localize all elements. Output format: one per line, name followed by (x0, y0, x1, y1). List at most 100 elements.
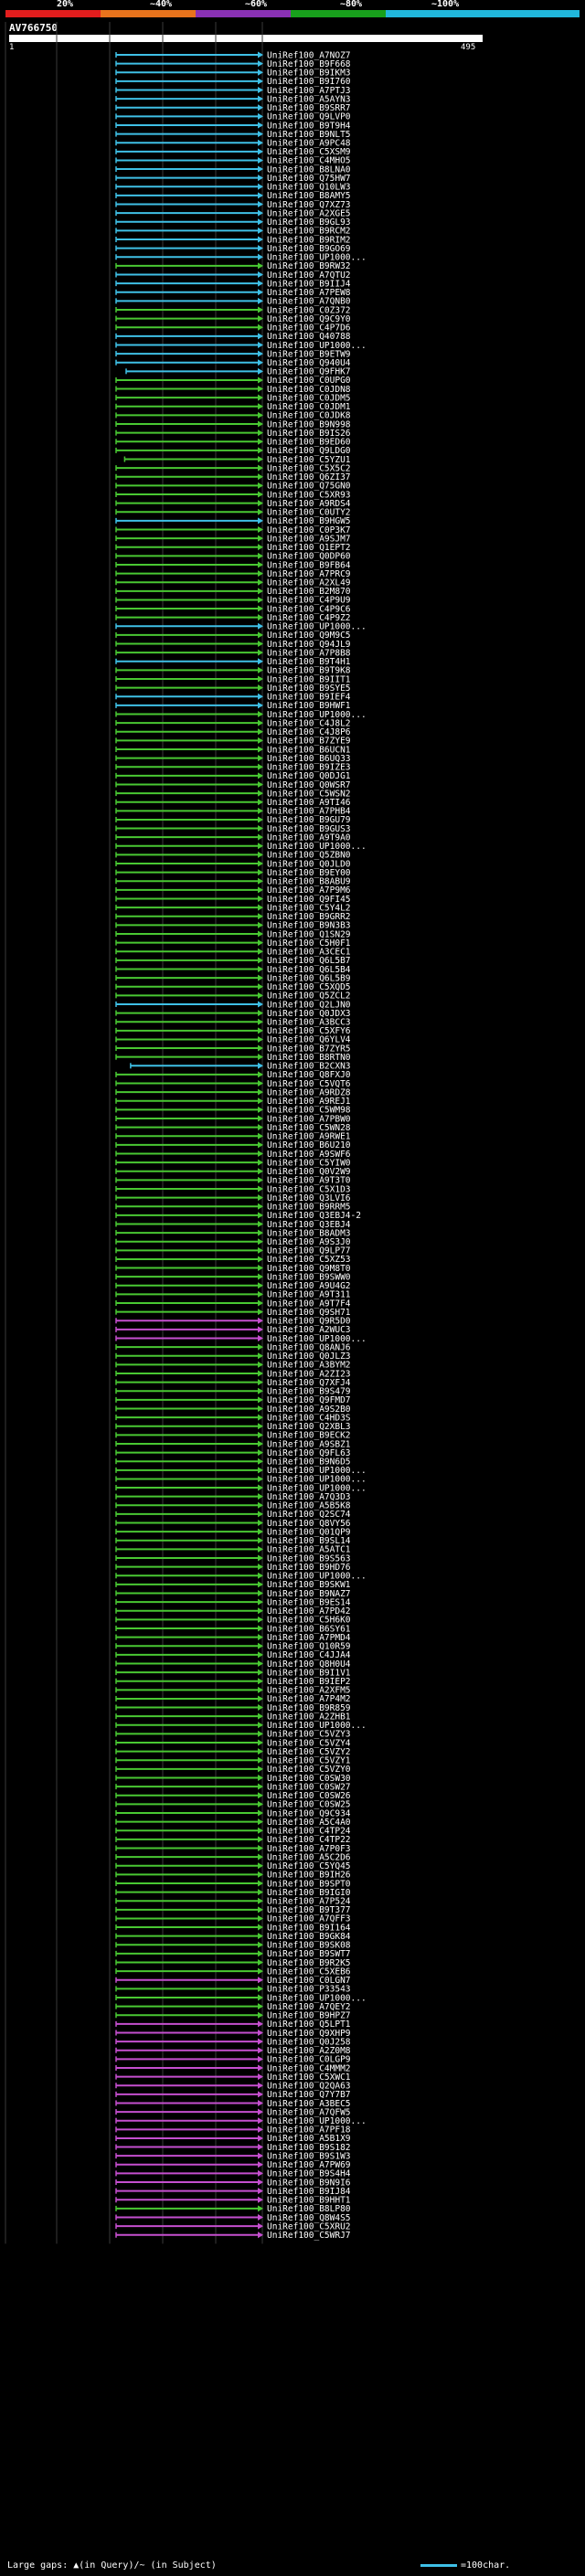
hit-label[interactable]: UniRef100_A9T3T0 (267, 1176, 351, 1186)
hit-label[interactable]: UniRef100_B9GL93 (267, 217, 351, 228)
hit-row[interactable] (115, 2055, 263, 2062)
hit-row[interactable] (115, 1695, 263, 1702)
hit-row[interactable] (115, 1800, 263, 1807)
hit-label[interactable]: UniRef100_C0UPG0 (267, 376, 351, 386)
hit-label[interactable]: UniRef100_Q0DJG1 (267, 771, 351, 781)
hit-label[interactable]: UniRef100_Q01QP9 (267, 1527, 351, 1537)
hit-row[interactable] (115, 666, 263, 673)
hit-label[interactable]: UniRef100_A5B1X9 (267, 2134, 351, 2144)
hit-row[interactable] (115, 1212, 263, 1219)
hit-label[interactable]: UniRef100_B9IJ84 (267, 2187, 351, 2197)
hit-row[interactable] (115, 1520, 263, 1527)
hit-row[interactable] (115, 1203, 263, 1210)
hit-label[interactable]: UniRef100_Q9LP77 (267, 1246, 351, 1256)
hit-row[interactable] (115, 1748, 263, 1755)
hit-label[interactable]: UniRef100_B9F668 (267, 59, 351, 69)
hit-row[interactable] (115, 2003, 263, 2010)
hit-row[interactable] (115, 684, 263, 692)
hit-row[interactable] (115, 1634, 263, 1641)
hit-row[interactable] (115, 991, 263, 999)
hit-label[interactable]: UniRef100_C5XR93 (267, 490, 351, 500)
hit-row[interactable] (115, 1572, 263, 1579)
hit-label[interactable]: UniRef100_B9SK08 (267, 1941, 351, 1951)
hit-row[interactable] (115, 2073, 263, 2081)
hit-label[interactable]: UniRef100_UP1000... (267, 2116, 367, 2126)
hit-row[interactable] (115, 1941, 263, 1948)
hit-row[interactable] (115, 561, 263, 568)
hit-row[interactable] (115, 315, 263, 323)
hit-row[interactable] (115, 1897, 263, 1904)
hit-row[interactable] (115, 816, 263, 823)
hit-row[interactable] (115, 104, 263, 111)
hit-label[interactable]: UniRef100_B9SPT0 (267, 1879, 351, 1889)
hit-row[interactable] (115, 148, 263, 155)
hit-label[interactable]: UniRef100_B8RTN0 (267, 1053, 351, 1063)
hit-label[interactable]: UniRef100_C4P9U9 (267, 596, 351, 606)
hit-row[interactable] (115, 1265, 263, 1272)
hit-row[interactable] (115, 2125, 263, 2133)
hit-label[interactable]: UniRef100_B9EY00 (267, 868, 351, 878)
hit-row[interactable] (115, 1836, 263, 1843)
hit-row[interactable] (115, 236, 263, 243)
hit-row[interactable] (115, 1985, 263, 1992)
hit-label[interactable]: UniRef100_B8ADM3 (267, 1228, 351, 1238)
hit-row[interactable] (115, 2064, 263, 2072)
hit-label[interactable]: UniRef100_B8LNA0 (267, 164, 351, 175)
hit-label[interactable]: UniRef100_A9S3J0 (267, 1237, 351, 1247)
hit-row[interactable] (115, 2011, 263, 2019)
hit-label[interactable]: UniRef100_A9T311 (267, 1290, 351, 1300)
hit-label[interactable]: UniRef100_A9RDS4 (267, 499, 351, 509)
hit-row[interactable] (123, 456, 263, 463)
hit-row[interactable] (115, 1967, 263, 1975)
hit-label[interactable]: UniRef100_UP1000... (267, 1572, 367, 1582)
hit-label[interactable]: UniRef100_A7P8B8 (267, 648, 351, 658)
hit-row[interactable] (115, 51, 263, 58)
hit-row[interactable] (115, 1493, 263, 1500)
hit-row[interactable] (115, 218, 263, 226)
hit-label[interactable]: UniRef100_UP1000... (267, 1334, 367, 1344)
hit-row[interactable] (115, 253, 263, 260)
hit-label[interactable]: UniRef100_C0SW27 (267, 1782, 351, 1792)
hit-row[interactable] (115, 983, 263, 991)
hit-row[interactable] (115, 1756, 263, 1764)
hit-label[interactable]: UniRef100_Q2QA63 (267, 2082, 351, 2092)
hit-label[interactable]: UniRef100_B7ZYE9 (267, 737, 351, 747)
hit-row[interactable] (115, 1809, 263, 1817)
hit-label[interactable]: UniRef100_B9GU79 (267, 815, 351, 825)
hit-row[interactable] (115, 1827, 263, 1834)
hit-row[interactable] (115, 535, 263, 542)
hit-label[interactable]: UniRef100_B9I164 (267, 1923, 351, 1933)
hit-row[interactable] (115, 1616, 263, 1623)
hit-label[interactable]: UniRef100_A2ZI23 (267, 1369, 351, 1379)
hit-label[interactable]: UniRef100_B9N3B3 (267, 921, 351, 931)
hit-label[interactable]: UniRef100_B9T4H1 (267, 657, 351, 667)
hit-row[interactable] (115, 2038, 263, 2045)
hit-row[interactable] (115, 913, 263, 920)
hit-row[interactable] (115, 69, 263, 76)
hit-label[interactable]: UniRef100_C5XWC1 (267, 2072, 351, 2083)
hit-label[interactable]: UniRef100_B9N998 (267, 419, 351, 429)
hit-label[interactable]: UniRef100_C5VZY0 (267, 1765, 351, 1775)
hit-label[interactable]: UniRef100_Q94JL9 (267, 640, 351, 650)
hit-label[interactable]: UniRef100_C4J8L2 (267, 718, 351, 728)
hit-label[interactable]: UniRef100_B9N9I6 (267, 2178, 351, 2188)
hit-label[interactable]: UniRef100_Q940U4 (267, 358, 351, 368)
hit-row[interactable] (115, 631, 263, 639)
hit-row[interactable] (115, 60, 263, 68)
hit-label[interactable]: UniRef100_B9ES14 (267, 1597, 351, 1607)
hit-row[interactable] (115, 719, 263, 726)
hit-label[interactable]: UniRef100_A9T7F4 (267, 1299, 351, 1309)
hit-label[interactable]: UniRef100_A3BEC5 (267, 2099, 351, 2109)
hit-label[interactable]: UniRef100_Q10LW3 (267, 183, 351, 193)
hit-row[interactable] (115, 1704, 263, 1712)
hit-row[interactable] (115, 2214, 263, 2221)
hit-label[interactable]: UniRef100_C0JDM1 (267, 402, 351, 412)
hit-label[interactable]: UniRef100_C5WRJ7 (267, 2231, 351, 2241)
hit-label[interactable]: UniRef100_C4TP22 (267, 1835, 351, 1845)
hit-label[interactable]: UniRef100_Q9R5D0 (267, 1317, 351, 1327)
hit-label[interactable]: UniRef100_Q1EPT2 (267, 543, 351, 553)
hit-label[interactable]: UniRef100_A7PEW8 (267, 288, 351, 298)
hit-label[interactable]: UniRef100_Q3EBJ4-2 (267, 1211, 361, 1221)
hit-row[interactable] (115, 1449, 263, 1457)
hit-row[interactable] (115, 394, 263, 401)
